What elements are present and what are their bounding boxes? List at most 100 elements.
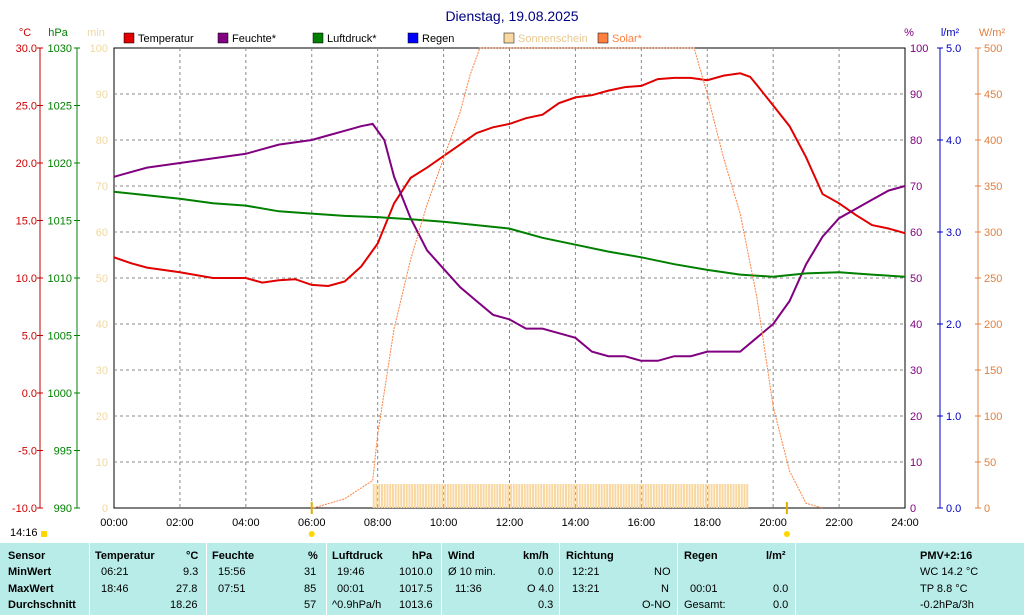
sensor-head: Sensor: [8, 550, 46, 562]
series-temperatur: [113, 72, 906, 288]
dir-min-time: 12:21: [572, 566, 600, 578]
sunshine-bar: [405, 484, 408, 508]
sun-tick-label: 20: [96, 411, 108, 423]
x-tick-label: 08:00: [364, 517, 392, 529]
sunshine-bar: [532, 484, 535, 508]
time-marker-icon: [41, 531, 47, 537]
x-tick-label: 02:00: [166, 517, 194, 529]
sunshine-bar: [655, 484, 658, 508]
sunshine-bar: [669, 484, 672, 508]
temp-unit-label: °C: [19, 27, 31, 39]
rain-head: Regen: [684, 550, 718, 562]
sunshine-bar: [600, 484, 603, 508]
sun-tick-label: 80: [96, 135, 108, 147]
solar-tick-label: 500: [984, 43, 1002, 55]
temp-head: Temperatur: [95, 550, 155, 562]
pressure-tick-label: 1010: [48, 273, 72, 285]
sunshine-bar: [699, 484, 702, 508]
sunshine-bar: [575, 484, 578, 508]
pmv-tp: TP 8.8 °C: [920, 583, 968, 595]
sunshine-bar: [611, 484, 614, 508]
pmv-trend: -0.2hPa/3h: [920, 599, 974, 611]
sunshine-bar: [625, 484, 628, 508]
rain-tick-label: 2.0: [946, 319, 961, 331]
humidity-unit-label: %: [904, 27, 914, 39]
rain-tick-label: 5.0: [946, 43, 961, 55]
humidity-tick-label: 100: [910, 43, 928, 55]
legend-label: Sonnenschein: [518, 33, 588, 45]
sunshine-bar: [389, 484, 392, 508]
sunshine-bar: [639, 484, 642, 508]
sunshine-bar: [743, 484, 746, 508]
rain-tick-label: 4.0: [946, 135, 961, 147]
solar-tick-label: 0: [984, 503, 990, 515]
sunshine-bar: [619, 484, 622, 508]
legend-label: Feuchte*: [232, 33, 277, 45]
sunshine-bar: [490, 484, 493, 508]
sunshine-bar: [644, 484, 647, 508]
sunshine-bar: [504, 484, 507, 508]
sunshine-bar: [526, 484, 529, 508]
sunshine-bar: [680, 484, 683, 508]
weather-chart: 00:00 02:00 04:00 06:00 08:00 10:00 12:00 14:00…: [12, 8, 1006, 537]
x-tick-label: 14:00: [562, 517, 590, 529]
temp-min-time: 06:21: [101, 566, 129, 578]
rain-tick-label: 1.0: [946, 411, 961, 423]
sunshine-bar: [463, 484, 466, 508]
legend-label: Luftdruck*: [327, 33, 377, 45]
sunshine-bar: [595, 484, 598, 508]
x-tick-label: 12:00: [496, 517, 524, 529]
press-unit: hPa: [412, 550, 433, 562]
sun-marker-dot: [308, 531, 315, 537]
sunshine-bar: [433, 484, 436, 508]
wind-max-time: 11:36: [455, 583, 482, 595]
dir-max-val: N: [661, 583, 669, 595]
solar-tick-label: 100: [984, 411, 1002, 423]
sunshine-bar: [372, 484, 375, 508]
solar-unit-label: W/m²: [979, 27, 1006, 39]
hum-head: Feuchte: [212, 550, 255, 562]
sunshine-bar: [713, 484, 716, 508]
sunshine-bar: [738, 484, 741, 508]
sunshine-bar: [718, 484, 721, 508]
pressure-unit-label: hPa: [48, 27, 68, 39]
dir-min-val: NO: [654, 566, 671, 578]
sunshine-bar: [573, 484, 576, 508]
sunshine-bar: [559, 484, 562, 508]
sunshine-bar: [378, 484, 381, 508]
legend: Temperatur Feuchte* Luftdruck* Regen Sonnens…: [123, 32, 643, 45]
sunshine-bar: [581, 484, 584, 508]
humidity-tick-label: 30: [910, 365, 922, 377]
sunshine-bar: [589, 484, 592, 508]
sunshine-bar: [391, 484, 394, 508]
press-max-val: 1017.5: [399, 583, 433, 595]
sunshine-bar: [570, 484, 573, 508]
series-lines: [113, 47, 906, 509]
humidity-tick-label: 90: [910, 89, 922, 101]
pressure-tick-label: 990: [54, 503, 72, 515]
sunshine-bar: [540, 484, 543, 508]
temp-max-time: 18:46: [101, 583, 129, 595]
sunshine-bar: [397, 484, 400, 508]
solar-tick-label: 250: [984, 273, 1002, 285]
sunshine-bar: [553, 484, 556, 508]
sunshine-bar: [710, 484, 713, 508]
axes: 00:00 02:00 04:00 06:00 08:00 10:00 12:00 14:00…: [12, 27, 1006, 529]
chart-title: Dienstag, 19.08.2025: [445, 8, 578, 24]
humidity-tick-label: 60: [910, 227, 922, 239]
sunshine-bar: [466, 484, 469, 508]
x-tick-label: 06:00: [298, 517, 326, 529]
sunshine-bar: [696, 484, 699, 508]
wind-max-val: O 4.0: [527, 583, 554, 595]
sunshine-bar: [375, 484, 378, 508]
sunshine-bar: [677, 484, 680, 508]
sunshine-bar: [534, 484, 537, 508]
sunshine-bar: [551, 484, 554, 508]
sunshine-bar: [746, 484, 749, 508]
sunshine-bar: [564, 484, 567, 508]
legend-swatch: [597, 32, 609, 44]
sunshine-bar: [402, 484, 405, 508]
sunshine-bar: [727, 484, 730, 508]
sunshine-bar: [441, 484, 444, 508]
sunshine-bar: [424, 484, 427, 508]
